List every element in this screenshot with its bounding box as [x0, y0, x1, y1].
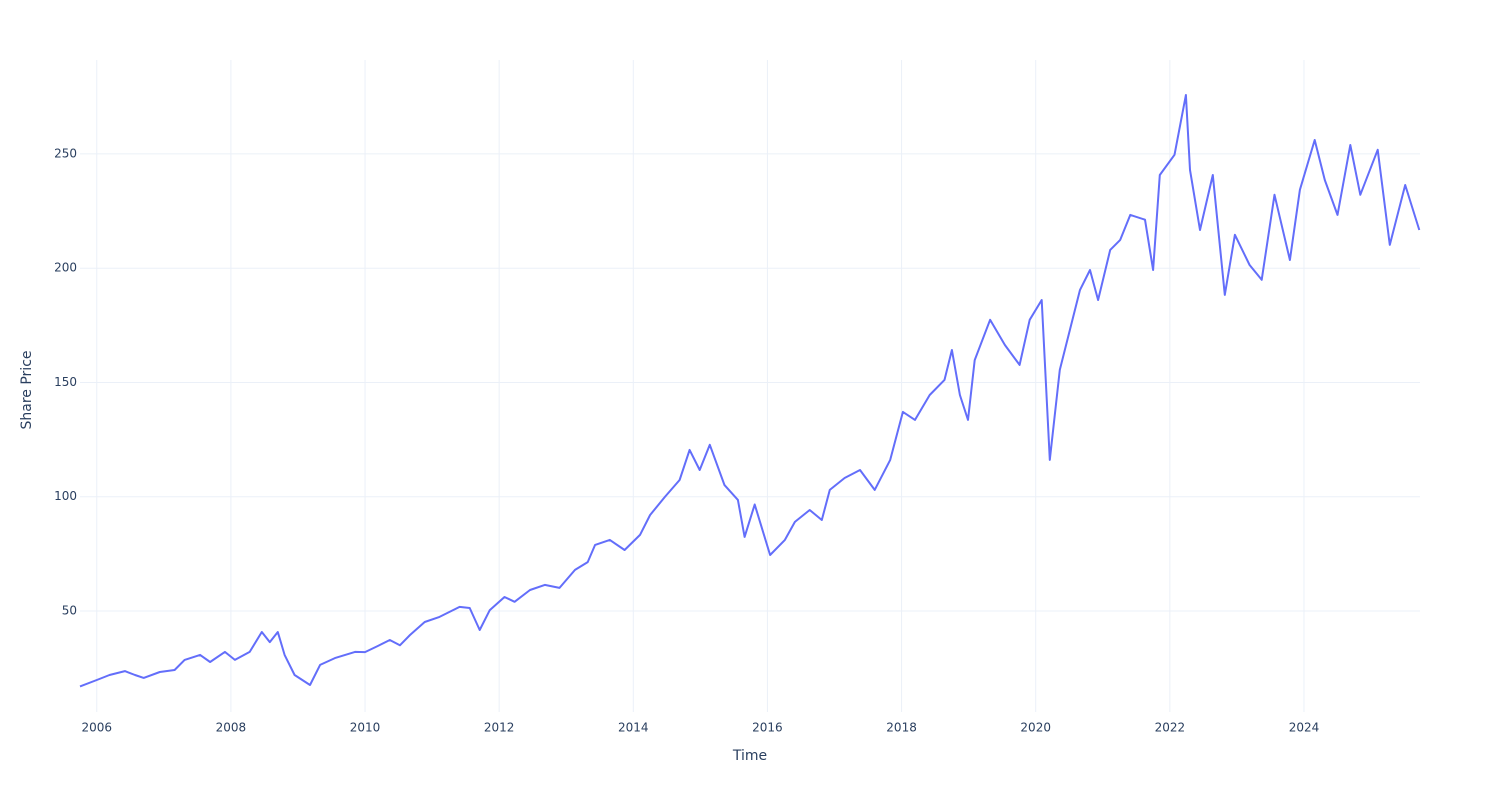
x-tick-label: 2014: [618, 721, 649, 735]
x-axis-title: Time: [732, 748, 767, 764]
x-tick-label: 2018: [886, 721, 917, 735]
y-tick-label: 50: [62, 603, 77, 617]
y-tick-label: 100: [54, 489, 77, 503]
y-tick-label: 200: [54, 261, 77, 275]
x-tick-label: 2008: [216, 721, 247, 735]
x-tick-label: 2020: [1020, 721, 1051, 735]
x-tick-label: 2022: [1155, 721, 1186, 735]
x-tick-label: 2024: [1289, 721, 1320, 735]
x-tick-label: 2010: [350, 721, 381, 735]
y-axis-title: Share Price: [19, 350, 35, 429]
x-tick-label: 2016: [752, 721, 783, 735]
y-tick-label: 250: [54, 146, 77, 160]
line: [79, 94, 1421, 688]
x-tick-label: 2006: [81, 721, 112, 735]
y-tick-label: 150: [54, 375, 77, 389]
x-tick-label: 2012: [484, 721, 515, 735]
